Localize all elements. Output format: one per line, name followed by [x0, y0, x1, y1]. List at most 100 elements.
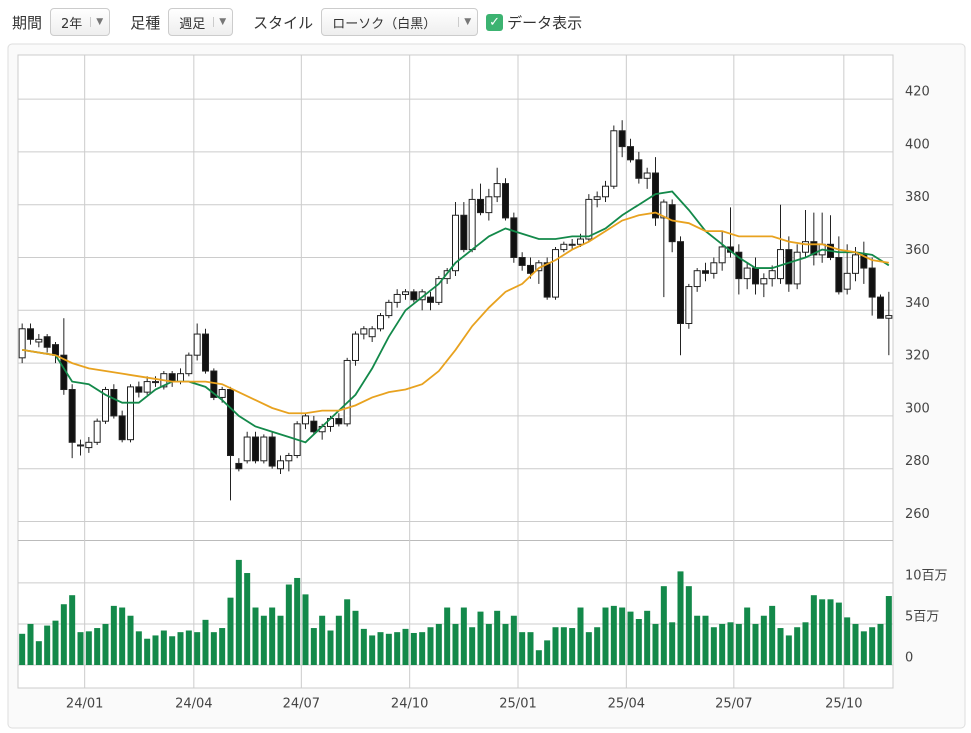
- volume-bar: [544, 640, 551, 666]
- volume-bar: [19, 633, 26, 666]
- x-tick-label: 24/04: [175, 697, 212, 712]
- y-tick-label: 400: [905, 137, 930, 152]
- volume-bar: [669, 622, 676, 666]
- candle-body: [768, 270, 776, 280]
- candle-body: [360, 328, 368, 335]
- candle-body: [510, 217, 518, 259]
- y-tick-label: 260: [905, 507, 930, 522]
- volume-bar: [585, 632, 592, 666]
- candle-body: [577, 238, 584, 245]
- volume-bar: [427, 627, 434, 666]
- volume-bar: [244, 573, 251, 666]
- candle-body: [693, 270, 701, 288]
- volume-bar: [377, 632, 384, 666]
- candle-body: [227, 389, 234, 457]
- candle-body: [385, 301, 393, 317]
- y-tick-label: 420: [905, 85, 930, 100]
- candle-body: [860, 254, 868, 269]
- candle-body: [185, 354, 193, 375]
- candle-body: [668, 204, 676, 243]
- period-label: 期間: [12, 13, 43, 32]
- volume-bar: [344, 599, 351, 666]
- style-select[interactable]: ローソク（白黒） ▼: [321, 8, 479, 36]
- volume-bar: [152, 635, 159, 666]
- volume-bar: [719, 623, 726, 666]
- volume-bar: [627, 611, 634, 666]
- candle-body: [702, 270, 709, 274]
- volume-bar: [710, 627, 717, 666]
- candle-body: [410, 291, 418, 301]
- candle-body: [518, 257, 526, 266]
- y-tick-label: 320: [905, 349, 930, 364]
- candle-body: [85, 441, 93, 449]
- volume-bar: [619, 607, 626, 666]
- volume-bar: [52, 620, 59, 666]
- volume-bar: [869, 627, 876, 666]
- volume-bar: [327, 630, 334, 666]
- volume-bar: [502, 623, 509, 666]
- candle-body: [752, 267, 759, 285]
- arrow: ▼: [90, 17, 103, 27]
- candle-body: [393, 293, 401, 303]
- volume-bar: [485, 623, 492, 666]
- volume-bar: [169, 636, 176, 666]
- style-value: ローソク（白黒）: [332, 16, 437, 32]
- x-tick-label: 24/01: [66, 697, 103, 712]
- volume-bar: [769, 605, 776, 666]
- y-tick-label: 340: [905, 296, 930, 311]
- data-checkbox[interactable]: ✓: [486, 13, 504, 31]
- volume-bar: [35, 641, 42, 666]
- volume-bar: [285, 584, 292, 666]
- volume-bar: [785, 635, 792, 666]
- volume-bar: [252, 607, 259, 666]
- candle-body: [468, 198, 476, 251]
- x-tick-label: 25/07: [715, 697, 752, 712]
- candle-body: [143, 381, 151, 393]
- candle-body: [68, 389, 76, 443]
- candle-body: [102, 389, 109, 422]
- volume-bar: [819, 599, 826, 666]
- interval-select[interactable]: 週足 ▼: [168, 8, 234, 36]
- volume-bar: [510, 615, 517, 666]
- volume-bar: [885, 596, 892, 666]
- volume-bar: [127, 615, 134, 666]
- candle-body: [785, 249, 793, 285]
- candle-body: [810, 241, 818, 256]
- arrow: ▼: [213, 17, 226, 27]
- candle-body: [835, 257, 843, 293]
- volume-bar: [652, 623, 659, 666]
- candle-body: [685, 286, 693, 325]
- volume-bar: [602, 607, 609, 666]
- volume-bar: [852, 623, 859, 666]
- volume-bar: [460, 607, 467, 666]
- candle-body: [243, 436, 251, 462]
- volume-bar: [269, 607, 276, 666]
- volume-bar: [135, 631, 142, 666]
- volume-bar: [577, 607, 584, 666]
- volume-bar: [110, 605, 117, 666]
- volume-bar: [210, 632, 217, 666]
- candle-body: [710, 262, 718, 274]
- volume-bar: [360, 628, 367, 666]
- toolbar: 期間 2年 ▼ 足種 週足 ▼ スタイル ローソク（白黒） ▼ ✓ データ表示: [0, 0, 971, 44]
- candle-body: [485, 196, 493, 214]
- volume-bar: [744, 607, 751, 666]
- candle-body: [877, 296, 884, 319]
- candle-body: [218, 389, 226, 398]
- y2-tick-label: 10百万: [905, 568, 948, 583]
- y-tick-label: 300: [905, 401, 930, 416]
- volume-bar: [752, 623, 759, 666]
- candle-body: [277, 460, 284, 470]
- volume-bar: [727, 622, 734, 666]
- interval-label: 足種: [130, 13, 161, 32]
- plot-area: [17, 54, 894, 689]
- y2-tick-label: 0: [905, 651, 913, 666]
- candle-body: [527, 264, 534, 274]
- y2-tick-label: 5百万: [905, 609, 939, 624]
- volume-bar: [410, 632, 417, 666]
- candle-body: [135, 386, 143, 393]
- volume-bar: [260, 615, 267, 666]
- period-select[interactable]: 2年 ▼: [50, 8, 111, 36]
- volume-bar: [827, 599, 834, 666]
